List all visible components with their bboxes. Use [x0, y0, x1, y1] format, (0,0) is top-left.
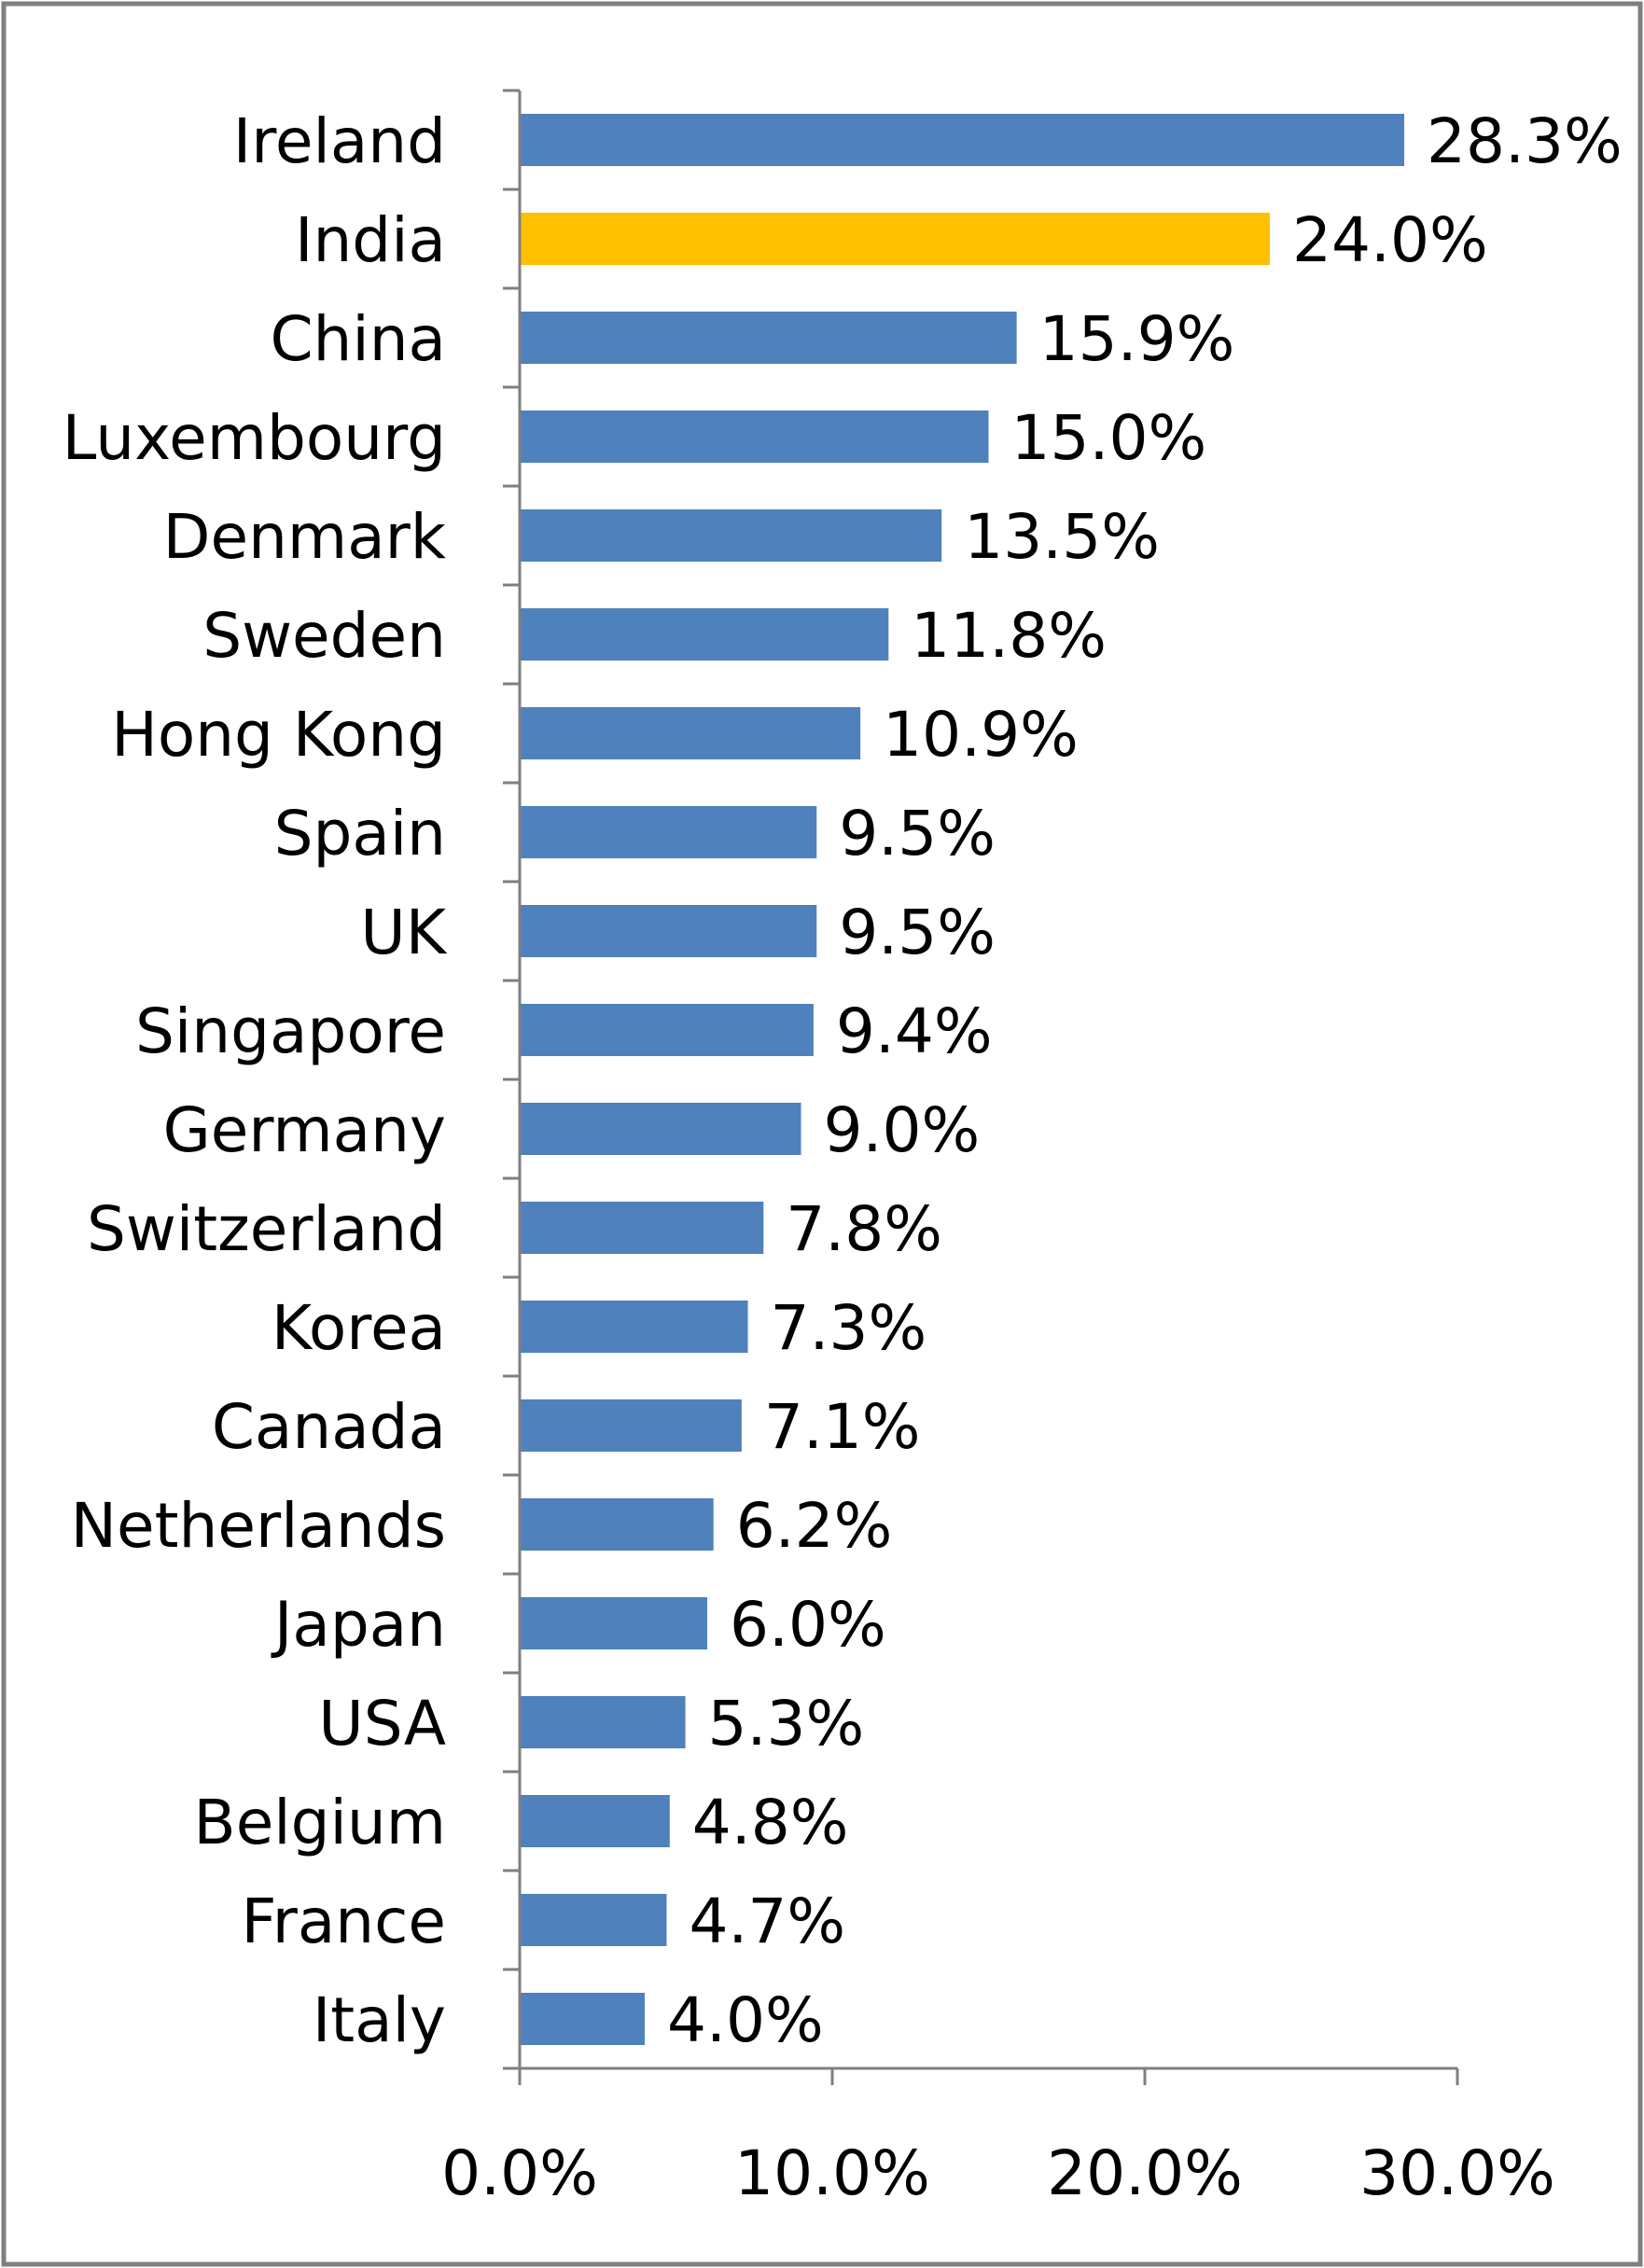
data-label: 4.0% — [667, 1984, 824, 2056]
category-label: Italy — [313, 1984, 446, 2056]
bar-uk — [521, 905, 817, 957]
bar-sweden — [521, 608, 889, 661]
category-label: Switzerland — [87, 1193, 446, 1265]
data-label: 13.5% — [964, 501, 1160, 573]
bar-france — [521, 1894, 667, 1946]
data-label: 9.5% — [839, 897, 996, 968]
data-label: 4.7% — [689, 1885, 845, 1957]
data-label: 9.0% — [824, 1094, 981, 1166]
bar-korea — [521, 1301, 748, 1353]
x-tick-label: 20.0% — [1047, 2137, 1243, 2209]
data-label: 24.0% — [1292, 204, 1488, 276]
data-label: 28.3% — [1427, 105, 1623, 177]
data-label: 9.5% — [839, 798, 996, 870]
data-label: 7.8% — [786, 1193, 942, 1265]
bar-luxembourg — [521, 410, 989, 463]
category-label: Netherlands — [71, 1490, 446, 1562]
bar-belgium — [521, 1795, 670, 1847]
category-label: Canada — [212, 1391, 446, 1463]
labels-layer: Ireland 28.3% India 24.0% China 15.9% Luxembou… — [63, 105, 1623, 2209]
x-tick-label: 30.0% — [1359, 2137, 1555, 2209]
bar-denmark — [521, 509, 942, 562]
data-label: 7.1% — [764, 1391, 921, 1463]
bar-spain — [521, 806, 817, 858]
data-label: 7.3% — [771, 1292, 927, 1364]
category-label: Spain — [274, 798, 446, 870]
data-label: 15.9% — [1039, 303, 1235, 375]
category-label: Singapore — [135, 995, 446, 1067]
data-label: 5.3% — [708, 1688, 865, 1760]
category-label: India — [295, 204, 446, 276]
bar-japan — [521, 1597, 707, 1649]
bar-china — [521, 312, 1017, 364]
bar-ireland — [521, 114, 1405, 166]
category-label: Sweden — [202, 600, 446, 672]
bar-italy — [521, 1993, 645, 2045]
category-label: Ireland — [233, 105, 446, 177]
bar-india — [521, 213, 1270, 265]
category-label: Korea — [272, 1292, 446, 1364]
category-label: Germany — [163, 1094, 446, 1166]
bar-netherlands — [521, 1498, 714, 1551]
data-label: 15.0% — [1011, 402, 1207, 474]
bar-singapore — [521, 1004, 814, 1056]
category-label: China — [270, 303, 446, 375]
category-label: Hong Kong — [111, 699, 446, 771]
category-label: UK — [360, 897, 447, 968]
category-label: Luxembourg — [63, 402, 446, 474]
category-label: Denmark — [163, 501, 447, 573]
bars-layer — [521, 114, 1405, 2045]
category-label: France — [242, 1885, 446, 1957]
data-label: 6.2% — [736, 1490, 893, 1562]
data-label: 10.9% — [883, 699, 1079, 771]
data-label: 9.4% — [836, 995, 993, 1067]
category-label: Japan — [271, 1589, 446, 1661]
bar-hong-kong — [521, 707, 861, 759]
category-label: USA — [318, 1688, 446, 1760]
bar-germany — [521, 1103, 801, 1155]
data-label: 11.8% — [911, 600, 1107, 672]
bar-switzerland — [521, 1202, 764, 1254]
category-label: Belgium — [193, 1787, 446, 1858]
axis-layer — [503, 89, 1459, 2085]
x-tick-label: 0.0% — [441, 2137, 598, 2209]
x-tick-label: 10.0% — [734, 2137, 930, 2209]
bar-canada — [521, 1399, 742, 1452]
data-label: 6.0% — [730, 1589, 886, 1661]
data-label: 4.8% — [692, 1787, 849, 1858]
bar-usa — [521, 1696, 686, 1748]
